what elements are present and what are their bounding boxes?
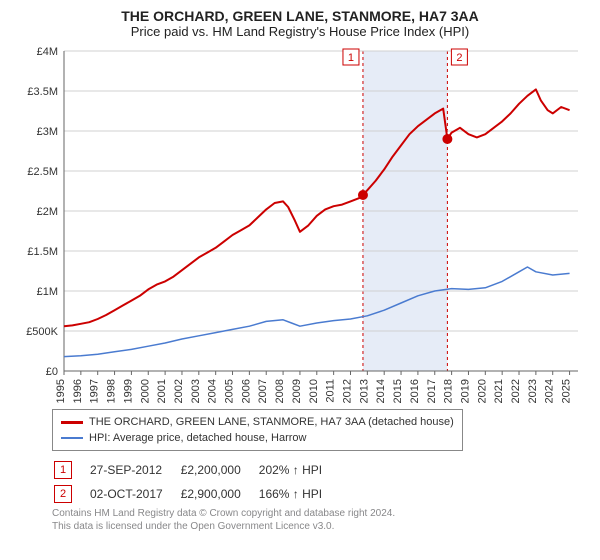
svg-text:2014: 2014 [375, 379, 387, 403]
svg-text:2000: 2000 [139, 379, 151, 403]
svg-text:2: 2 [456, 52, 462, 64]
svg-text:2023: 2023 [527, 379, 539, 403]
legend-swatch [61, 421, 83, 424]
svg-text:2008: 2008 [274, 379, 286, 403]
svg-text:2025: 2025 [561, 379, 573, 403]
svg-text:£2.5M: £2.5M [27, 166, 58, 178]
svg-text:2007: 2007 [257, 379, 269, 403]
events-table: 1 27-SEP-2012£2,200,000202% ↑ HPI 2 02-OCT-… [52, 457, 340, 507]
svg-text:2020: 2020 [476, 379, 488, 403]
price-chart: £0 £500K £1M £1.5M £2M £2.5M £3M £3.5M £4M 1995 19… [12, 43, 588, 403]
legend-box: THE ORCHARD, GREEN LANE, STANMORE, HA7 3… [52, 409, 463, 451]
svg-text:1997: 1997 [89, 379, 101, 403]
svg-text:£3M: £3M [37, 126, 58, 138]
page-title: THE ORCHARD, GREEN LANE, STANMORE, HA7 3… [12, 8, 588, 24]
event-date: 27-SEP-2012 [90, 459, 179, 481]
event-marker: 1 [54, 461, 72, 479]
svg-text:2019: 2019 [459, 379, 471, 403]
event-row: 1 27-SEP-2012£2,200,000202% ↑ HPI [54, 459, 338, 481]
svg-text:£2M: £2M [37, 206, 58, 218]
svg-text:2011: 2011 [325, 379, 337, 403]
svg-text:2017: 2017 [426, 379, 438, 403]
svg-text:2015: 2015 [392, 379, 404, 403]
legend-row: THE ORCHARD, GREEN LANE, STANMORE, HA7 3… [61, 414, 454, 430]
svg-text:2003: 2003 [190, 379, 202, 403]
legend-label: HPI: Average price, detached house, Harr… [89, 430, 306, 446]
svg-text:£1M: £1M [37, 286, 58, 298]
svg-text:2001: 2001 [156, 379, 168, 403]
event-price: £2,900,000 [181, 483, 257, 505]
legend-label: THE ORCHARD, GREEN LANE, STANMORE, HA7 3… [89, 414, 454, 430]
event-marker: 2 [54, 485, 72, 503]
svg-text:£3.5M: £3.5M [27, 86, 58, 98]
svg-text:2021: 2021 [493, 379, 505, 403]
svg-text:2024: 2024 [544, 379, 556, 403]
event-date: 02-OCT-2017 [90, 483, 179, 505]
svg-text:£4M: £4M [37, 46, 58, 58]
svg-text:2022: 2022 [510, 379, 522, 403]
svg-text:2018: 2018 [443, 379, 455, 403]
svg-text:2004: 2004 [207, 379, 219, 403]
svg-text:2009: 2009 [291, 379, 303, 403]
svg-text:1999: 1999 [122, 379, 134, 403]
svg-text:1998: 1998 [106, 379, 118, 403]
event-pct: 166% ↑ HPI [259, 483, 338, 505]
event-price: £2,200,000 [181, 459, 257, 481]
svg-text:2005: 2005 [224, 379, 236, 403]
svg-text:£1.5M: £1.5M [27, 246, 58, 258]
legend-row: HPI: Average price, detached house, Harr… [61, 430, 454, 446]
event-pct: 202% ↑ HPI [259, 459, 338, 481]
svg-text:2016: 2016 [409, 379, 421, 403]
attribution-line: This data is licensed under the Open Gov… [52, 520, 588, 533]
page-subtitle: Price paid vs. HM Land Registry's House … [12, 24, 588, 39]
attribution: Contains HM Land Registry data © Crown c… [52, 507, 588, 533]
svg-text:1995: 1995 [55, 379, 67, 403]
svg-text:2012: 2012 [341, 379, 353, 403]
svg-text:£0: £0 [46, 366, 58, 378]
event-row: 2 02-OCT-2017£2,900,000166% ↑ HPI [54, 483, 338, 505]
attribution-line: Contains HM Land Registry data © Crown c… [52, 507, 588, 520]
svg-text:2013: 2013 [358, 379, 370, 403]
svg-text:1: 1 [348, 52, 354, 64]
svg-text:£500K: £500K [26, 326, 58, 338]
svg-text:1996: 1996 [72, 379, 84, 403]
svg-text:2010: 2010 [308, 379, 320, 403]
svg-text:2006: 2006 [240, 379, 252, 403]
legend-swatch [61, 437, 83, 439]
svg-text:2002: 2002 [173, 379, 185, 403]
